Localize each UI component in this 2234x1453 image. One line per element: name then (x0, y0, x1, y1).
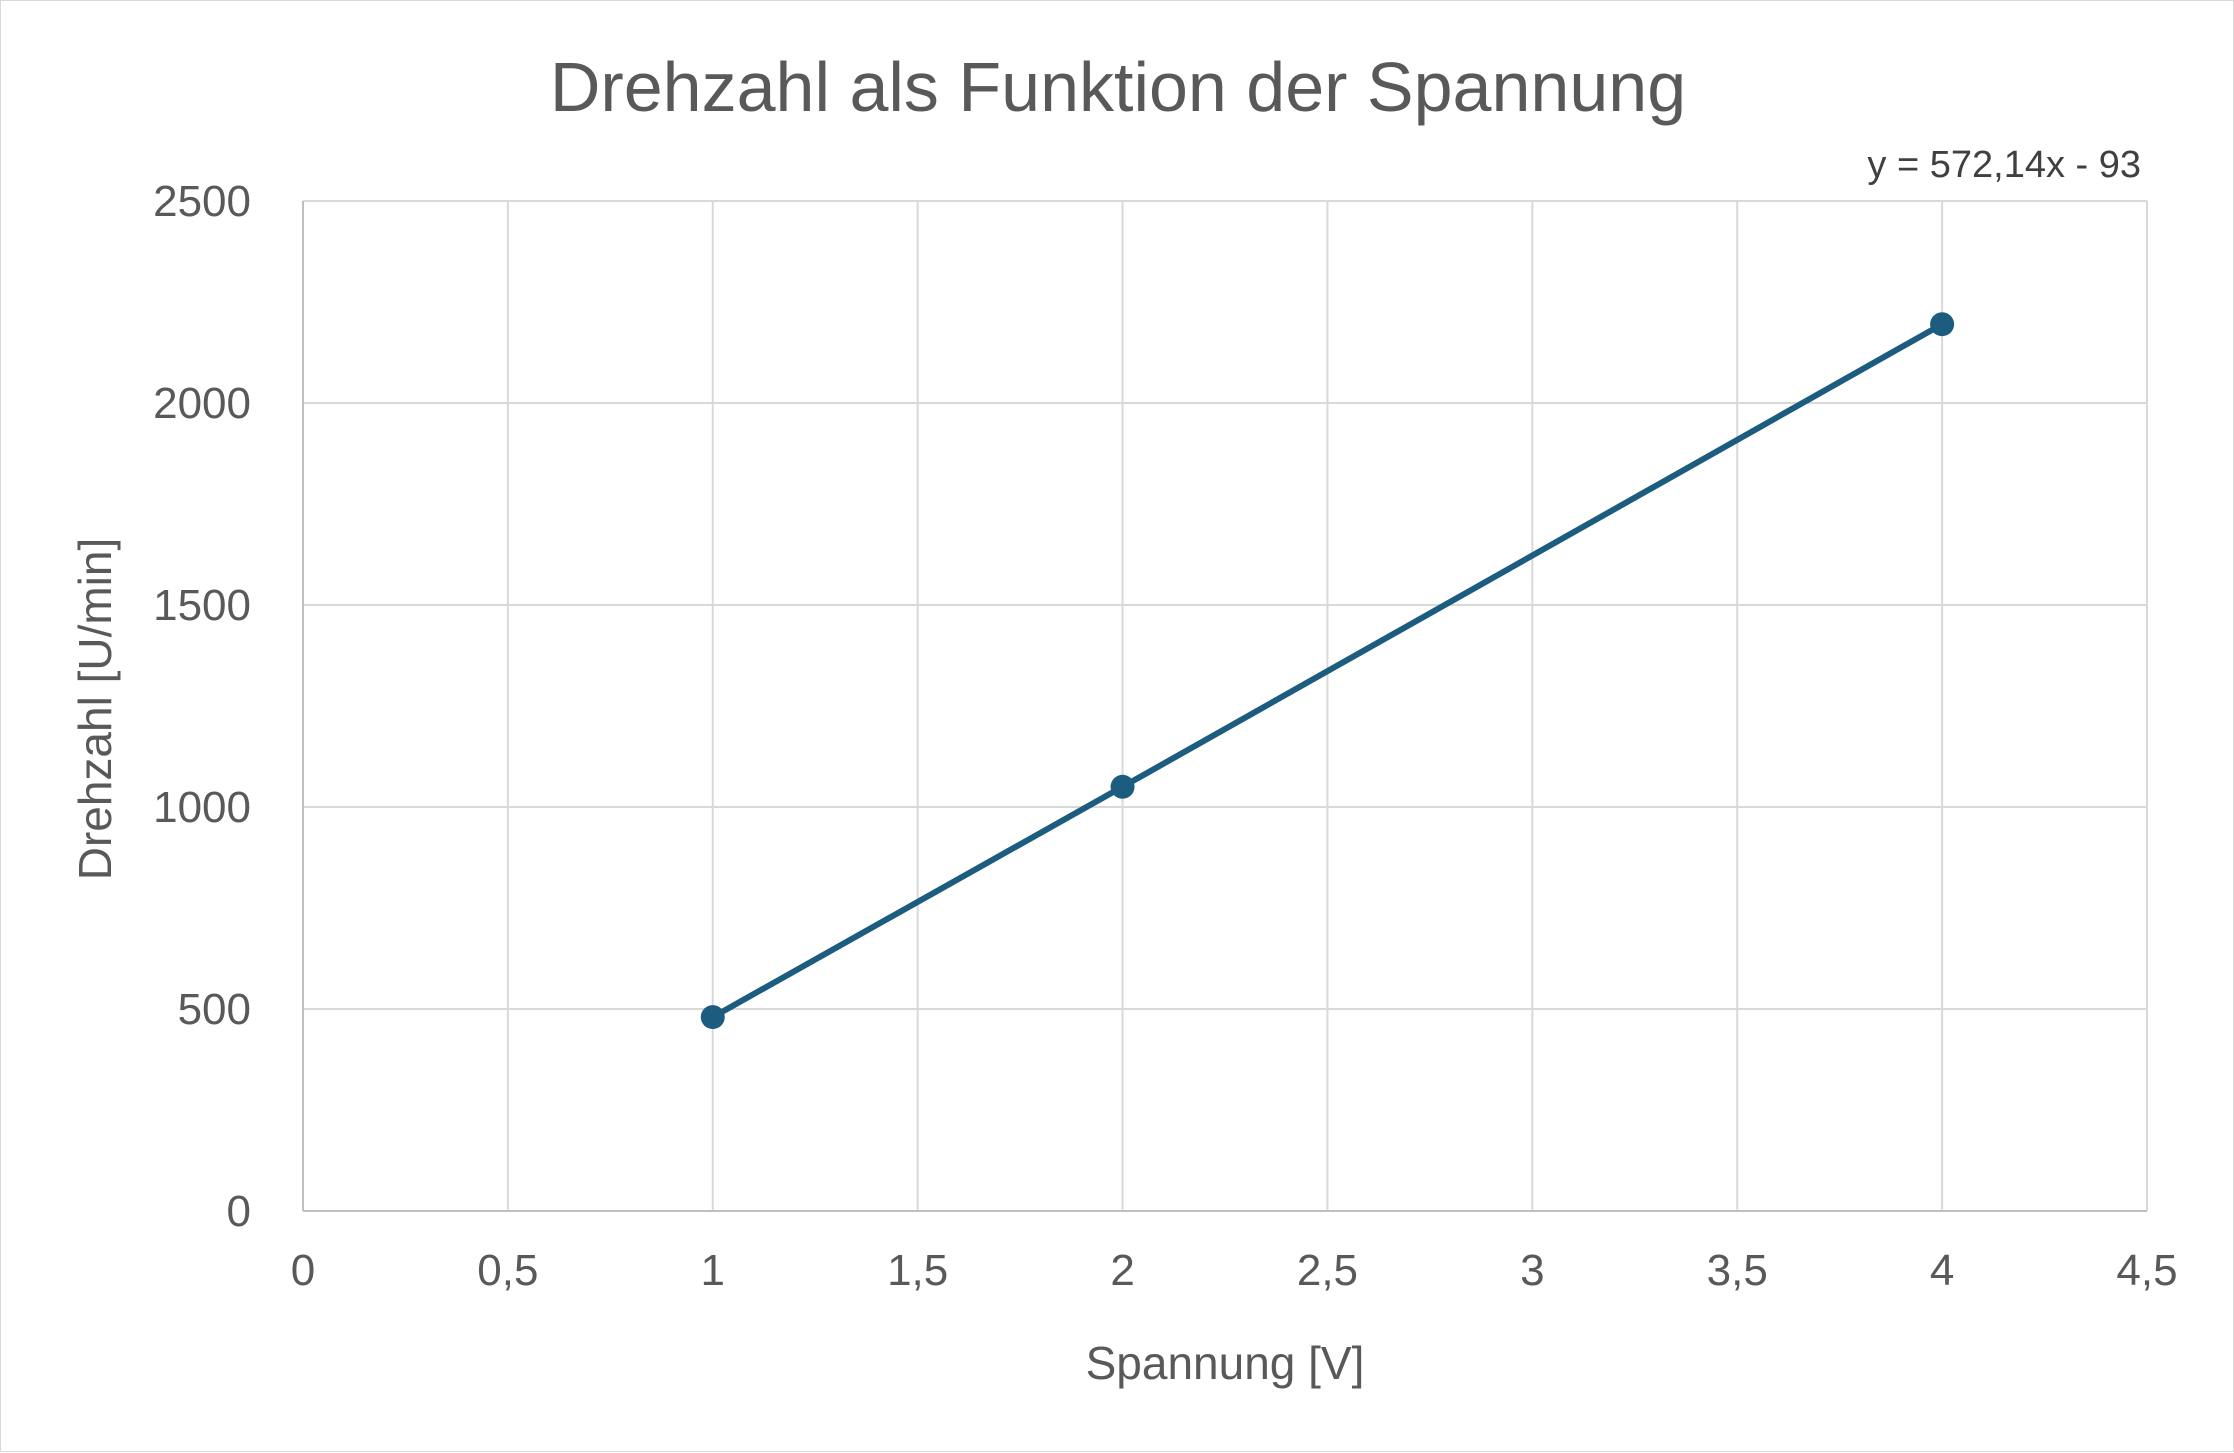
x-tick-label: 1 (701, 1246, 725, 1295)
x-axis-title: Spannung [V] (1086, 1337, 1365, 1389)
x-tick-label: 4 (1930, 1246, 1954, 1295)
x-tick-label: 0 (291, 1246, 315, 1295)
y-tick-label: 2000 (153, 379, 251, 428)
data-series (700, 312, 1955, 1030)
x-tick-label: 2 (1110, 1246, 1134, 1295)
chart-title: Drehzahl als Funktion der Spannung (550, 48, 1686, 126)
grid (303, 200, 2148, 1211)
x-tick-label: 2,5 (1297, 1246, 1358, 1295)
x-tick-label: 0,5 (477, 1246, 538, 1295)
y-tick-label: 1500 (153, 581, 251, 630)
axes (302, 201, 2147, 1212)
y-tick-label: 1000 (153, 783, 251, 832)
x-tick-label: 4,5 (2116, 1246, 2177, 1295)
y-tick-label: 2500 (153, 177, 251, 226)
data-point (1110, 774, 1135, 799)
x-tick-label: 3,5 (1707, 1246, 1768, 1295)
data-point (700, 1005, 725, 1030)
x-tick-label: 1,5 (887, 1246, 948, 1295)
x-tick-label: 3 (1520, 1246, 1544, 1295)
trendline-equation: y = 572,14x - 93 (1867, 144, 2141, 186)
y-tick-label: 500 (178, 985, 251, 1034)
y-tick-label: 0 (227, 1187, 251, 1236)
data-point (1930, 312, 1955, 337)
tick-labels: 0 500 1000 1500 2000 2500 0 0,5 1 1,5 2 2,5 3 3,5 4 4,5 (153, 177, 2177, 1295)
y-axis-title: Drehzahl [U/min] (69, 538, 121, 881)
